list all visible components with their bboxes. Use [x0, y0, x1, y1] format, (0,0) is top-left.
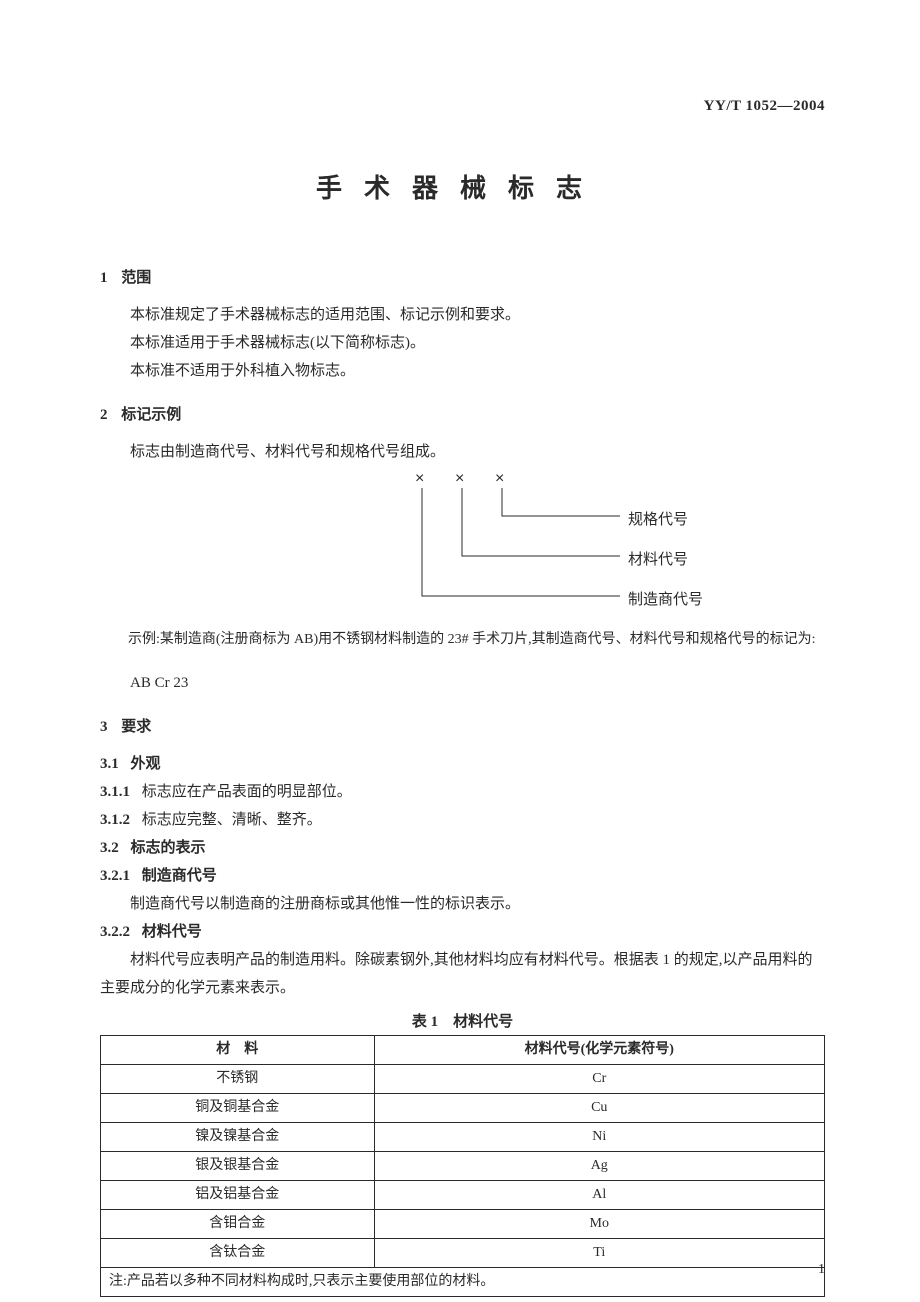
- table-row: 含钛合金 Ti: [101, 1239, 825, 1268]
- diagram-x1: ×: [415, 470, 424, 488]
- section-1-para-3: 本标准不适用于外科植入物标志。: [100, 357, 825, 385]
- diagram-x2: ×: [455, 470, 464, 488]
- section-3-1-number: 3.1: [100, 750, 119, 778]
- diagram-label-material: 材料代号: [628, 548, 688, 569]
- section-3-2-1-title: 制造商代号: [142, 868, 217, 884]
- section-3-2-1-heading: 3.2.1 制造商代号: [100, 862, 825, 890]
- table-cell: 不锈钢: [101, 1065, 375, 1094]
- section-3-2-title: 标志的表示: [131, 840, 206, 856]
- diagram-label-spec: 规格代号: [628, 508, 688, 529]
- section-2-heading: 2 标记示例: [100, 403, 825, 424]
- section-3-1-1-number: 3.1.1: [100, 778, 130, 806]
- table-col-material: 材 料: [101, 1036, 375, 1065]
- section-3-1-2: 3.1.2 标志应完整、清晰、整齐。: [100, 806, 825, 834]
- page-number: 1: [818, 1262, 825, 1278]
- table-note-row: 注:产品若以多种不同材料构成时,只表示主要使用部位的材料。: [101, 1268, 825, 1297]
- section-2-title: 标记示例: [121, 407, 181, 423]
- table-caption: 表 1 材料代号: [100, 1010, 825, 1031]
- table-row: 铜及铜基合金 Cu: [101, 1094, 825, 1123]
- table-row: 镍及镍基合金 Ni: [101, 1123, 825, 1152]
- content-area: 1 范围 本标准规定了手术器械标志的适用范围、标记示例和要求。 本标准适用于手术…: [100, 248, 825, 1297]
- section-3-2-number: 3.2: [100, 834, 119, 862]
- table-cell: Ag: [374, 1152, 825, 1181]
- material-code-table: 材 料 材料代号(化学元素符号) 不锈钢 Cr 铜及铜基合金 Cu 镍及镍基合金…: [100, 1035, 825, 1297]
- section-3-2-2-title: 材料代号: [142, 924, 202, 940]
- section-1-title: 范围: [121, 270, 151, 286]
- table-col-code: 材料代号(化学元素符号): [374, 1036, 825, 1065]
- table-cell: Al: [374, 1181, 825, 1210]
- table-row: 不锈钢 Cr: [101, 1065, 825, 1094]
- section-1-heading: 1 范围: [100, 266, 825, 287]
- table-cell: 含钛合金: [101, 1239, 375, 1268]
- table-note: 注:产品若以多种不同材料构成时,只表示主要使用部位的材料。: [101, 1268, 825, 1297]
- section-2-intro: 标志由制造商代号、材料代号和规格代号组成。: [100, 438, 825, 466]
- section-3-2-2-heading: 3.2.2 材料代号: [100, 918, 825, 946]
- table-cell: 银及银基合金: [101, 1152, 375, 1181]
- table-cell: 铝及铝基合金: [101, 1181, 375, 1210]
- section-3-1-2-text: 标志应完整、清晰、整齐。: [142, 812, 322, 828]
- diagram-x3: ×: [495, 470, 504, 488]
- section-3-1-heading: 3.1 外观: [100, 750, 825, 778]
- section-1-para-1: 本标准规定了手术器械标志的适用范围、标记示例和要求。: [100, 301, 825, 329]
- marking-diagram: × × × 规格代号 材料代号 制造商代号: [320, 470, 820, 620]
- document-code: YY/T 1052—2004: [704, 98, 825, 115]
- table-cell: 铜及铜基合金: [101, 1094, 375, 1123]
- section-3-1-1: 3.1.1 标志应在产品表面的明显部位。: [100, 778, 825, 806]
- section-3-number: 3: [100, 719, 108, 736]
- diagram-lines: [320, 488, 820, 618]
- page: YY/T 1052—2004 手术器械标志 1 范围 本标准规定了手术器械标志的…: [0, 0, 920, 1302]
- section-3-2-2-text: 材料代号应表明产品的制造用料。除碳素钢外,其他材料均应有材料代号。根据表 1 的…: [100, 946, 825, 1002]
- diagram-label-maker: 制造商代号: [628, 588, 703, 609]
- section-1-number: 1: [100, 270, 108, 287]
- section-3-2-1-number: 3.2.1: [100, 862, 130, 890]
- table-row: 银及银基合金 Ag: [101, 1152, 825, 1181]
- section-3-2-heading: 3.2 标志的表示: [100, 834, 825, 862]
- section-2-example-code: AB Cr 23: [100, 669, 825, 697]
- table-cell: 含钼合金: [101, 1210, 375, 1239]
- section-3-2-1-text: 制造商代号以制造商的注册商标或其他惟一性的标识表示。: [100, 890, 825, 918]
- table-cell: Ti: [374, 1239, 825, 1268]
- section-2-example-text: 示例:某制造商(注册商标为 AB)用不锈钢材料制造的 23# 手术刀片,其制造商…: [100, 626, 825, 654]
- section-3-1-2-number: 3.1.2: [100, 806, 130, 834]
- section-3-heading: 3 要求: [100, 715, 825, 736]
- table-cell: Cu: [374, 1094, 825, 1123]
- table-row: 铝及铝基合金 Al: [101, 1181, 825, 1210]
- section-3-1-1-text: 标志应在产品表面的明显部位。: [142, 784, 352, 800]
- section-1-para-2: 本标准适用于手术器械标志(以下简称标志)。: [100, 329, 825, 357]
- table-cell: Mo: [374, 1210, 825, 1239]
- section-3-1-title: 外观: [131, 756, 161, 772]
- section-2-number: 2: [100, 407, 108, 424]
- section-3-title: 要求: [121, 719, 151, 735]
- table-cell: 镍及镍基合金: [101, 1123, 375, 1152]
- page-title: 手术器械标志: [0, 168, 920, 205]
- table-cell: Cr: [374, 1065, 825, 1094]
- section-3-2-2-number: 3.2.2: [100, 918, 130, 946]
- table-header-row: 材 料 材料代号(化学元素符号): [101, 1036, 825, 1065]
- table-cell: Ni: [374, 1123, 825, 1152]
- table-row: 含钼合金 Mo: [101, 1210, 825, 1239]
